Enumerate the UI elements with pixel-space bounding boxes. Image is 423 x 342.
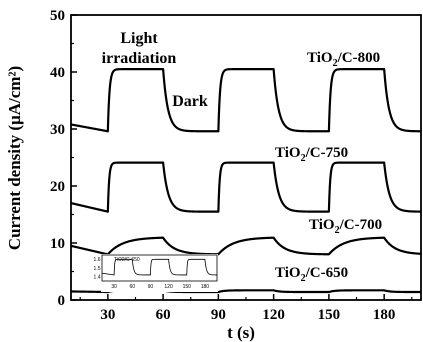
inset-chart: 30 60 90 120 150 180 1.4 1.5 1.6 TiO2/C-650 xyxy=(94,254,218,292)
series-line-tio2-c-800 xyxy=(70,68,422,133)
x-tick-label-120: 120 xyxy=(262,307,285,323)
x-tick-label-30: 30 xyxy=(100,307,115,323)
inset-background xyxy=(101,254,218,292)
series-label-650: TiO2/C-650 xyxy=(275,265,348,284)
inset-y-tick-label-1.4: 1.4 xyxy=(94,274,101,280)
inset-x-tick-label-60: 60 xyxy=(129,284,135,290)
series-label-750: TiO2/C-750 xyxy=(275,145,348,164)
annotation-light: Light xyxy=(120,30,158,47)
x-axis-label: t (s) xyxy=(227,323,255,342)
x-tick-label-90: 90 xyxy=(211,307,226,323)
y-tick-label-20: 20 xyxy=(50,179,65,195)
x-tick-label-60: 60 xyxy=(156,307,171,323)
inset-x-tick-label-30: 30 xyxy=(111,284,117,290)
y-tick-label-50: 50 xyxy=(50,8,65,24)
axes: 30 60 90 120 150 180 0 10 20 30 40 50 xyxy=(50,8,422,323)
y-tick-label-30: 30 xyxy=(50,122,65,138)
y-axis-label: Current density (μA/cm²) xyxy=(5,66,24,250)
inset-y-tick-label-1.5: 1.5 xyxy=(94,266,101,272)
inset-label: TiO2/C-650 xyxy=(114,257,140,263)
inset-x-tick-label-150: 150 xyxy=(183,284,192,290)
inset-x-tick-label-180: 180 xyxy=(201,284,210,290)
annotation-irradiation: irradiation xyxy=(102,50,177,67)
inset-y-tick-label-1.6: 1.6 xyxy=(94,257,101,263)
y-tick-label-10: 10 xyxy=(50,236,65,252)
annotation-dark: Dark xyxy=(172,93,208,110)
x-tick-label-180: 180 xyxy=(373,307,396,323)
series-line-tio2-c-750 xyxy=(70,161,422,213)
chart-text: Light irradiation Dark TiO2/C-800 TiO2/C… xyxy=(5,30,382,342)
series-label-700: TiO2/C-700 xyxy=(309,217,382,236)
inset-x-tick-label-120: 120 xyxy=(164,284,173,290)
series-line-tio2-c-700 xyxy=(70,236,422,256)
series-label-800: TiO2/C-800 xyxy=(307,50,380,69)
x-tick-label-150: 150 xyxy=(318,307,341,323)
y-tick-label-40: 40 xyxy=(50,65,65,81)
inset-series-line xyxy=(101,258,217,276)
inset-x-tick-label-90: 90 xyxy=(148,284,154,290)
inset-frame xyxy=(101,254,218,282)
y-tick-label-0: 0 xyxy=(58,293,66,309)
